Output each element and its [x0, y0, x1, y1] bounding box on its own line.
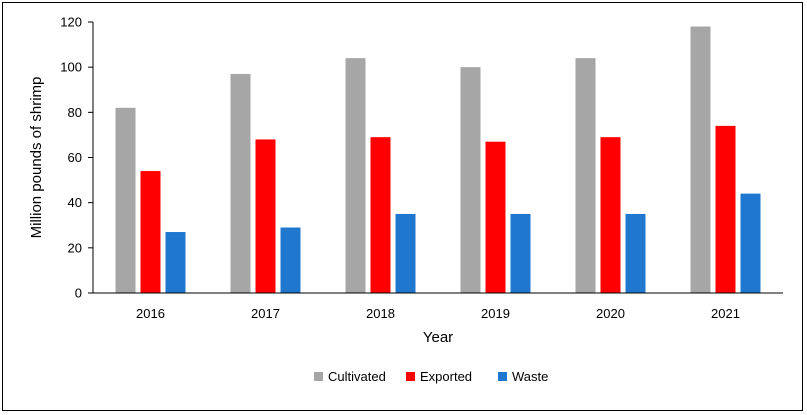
bar-cultivated-2016	[115, 107, 136, 293]
bar-cultivated-2020	[575, 58, 596, 294]
legend-label-waste: Waste	[512, 369, 548, 384]
x-tick-label: 2017	[251, 306, 280, 321]
y-tick-label: 40	[68, 195, 82, 210]
bar-cultivated-2018	[345, 58, 366, 294]
x-axis-ticks: 2016 2017 2018 2019 2020 2021	[136, 306, 740, 321]
legend-swatch-exported	[406, 372, 415, 381]
x-tick-label: 2020	[596, 306, 625, 321]
y-tick-label: 100	[60, 60, 82, 75]
legend-label-exported: Exported	[420, 369, 472, 384]
bar-exported-2021	[715, 125, 736, 293]
legend: Cultivated Exported Waste	[314, 369, 548, 384]
y-axis-title: Million pounds of shrimp	[28, 77, 45, 239]
legend-label-cultivated: Cultivated	[328, 369, 386, 384]
y-tick-label: 0	[75, 286, 82, 301]
bar-waste-2018	[395, 213, 416, 293]
y-tick-label: 80	[68, 105, 82, 120]
legend-swatch-cultivated	[314, 372, 323, 381]
bar-waste-2019	[510, 213, 531, 293]
x-axis-title: Year	[423, 329, 453, 346]
bar-exported-2017	[255, 139, 276, 293]
bar-exported-2018	[370, 137, 391, 293]
legend-swatch-waste	[498, 372, 507, 381]
x-tick-label: 2018	[366, 306, 395, 321]
x-tick-label: 2019	[481, 306, 510, 321]
bar-cultivated-2017	[230, 73, 251, 293]
y-tick-label: 60	[68, 150, 82, 165]
x-tick-label: 2016	[136, 306, 165, 321]
x-tick-label: 2021	[711, 306, 740, 321]
bar-exported-2019	[485, 141, 506, 293]
y-axis-ticks: 0 20 40 60 80 100 120	[60, 15, 93, 301]
bar-waste-2020	[625, 213, 646, 293]
bar-waste-2017	[280, 227, 301, 293]
bar-exported-2016	[140, 171, 161, 293]
y-tick-label: 120	[60, 15, 82, 30]
bars	[115, 26, 761, 294]
bar-waste-2021	[740, 193, 761, 293]
bar-cultivated-2021	[690, 26, 711, 294]
bar-exported-2020	[600, 137, 621, 293]
y-tick-label: 20	[68, 240, 82, 255]
bar-cultivated-2019	[460, 67, 481, 294]
bar-waste-2016	[165, 232, 186, 293]
